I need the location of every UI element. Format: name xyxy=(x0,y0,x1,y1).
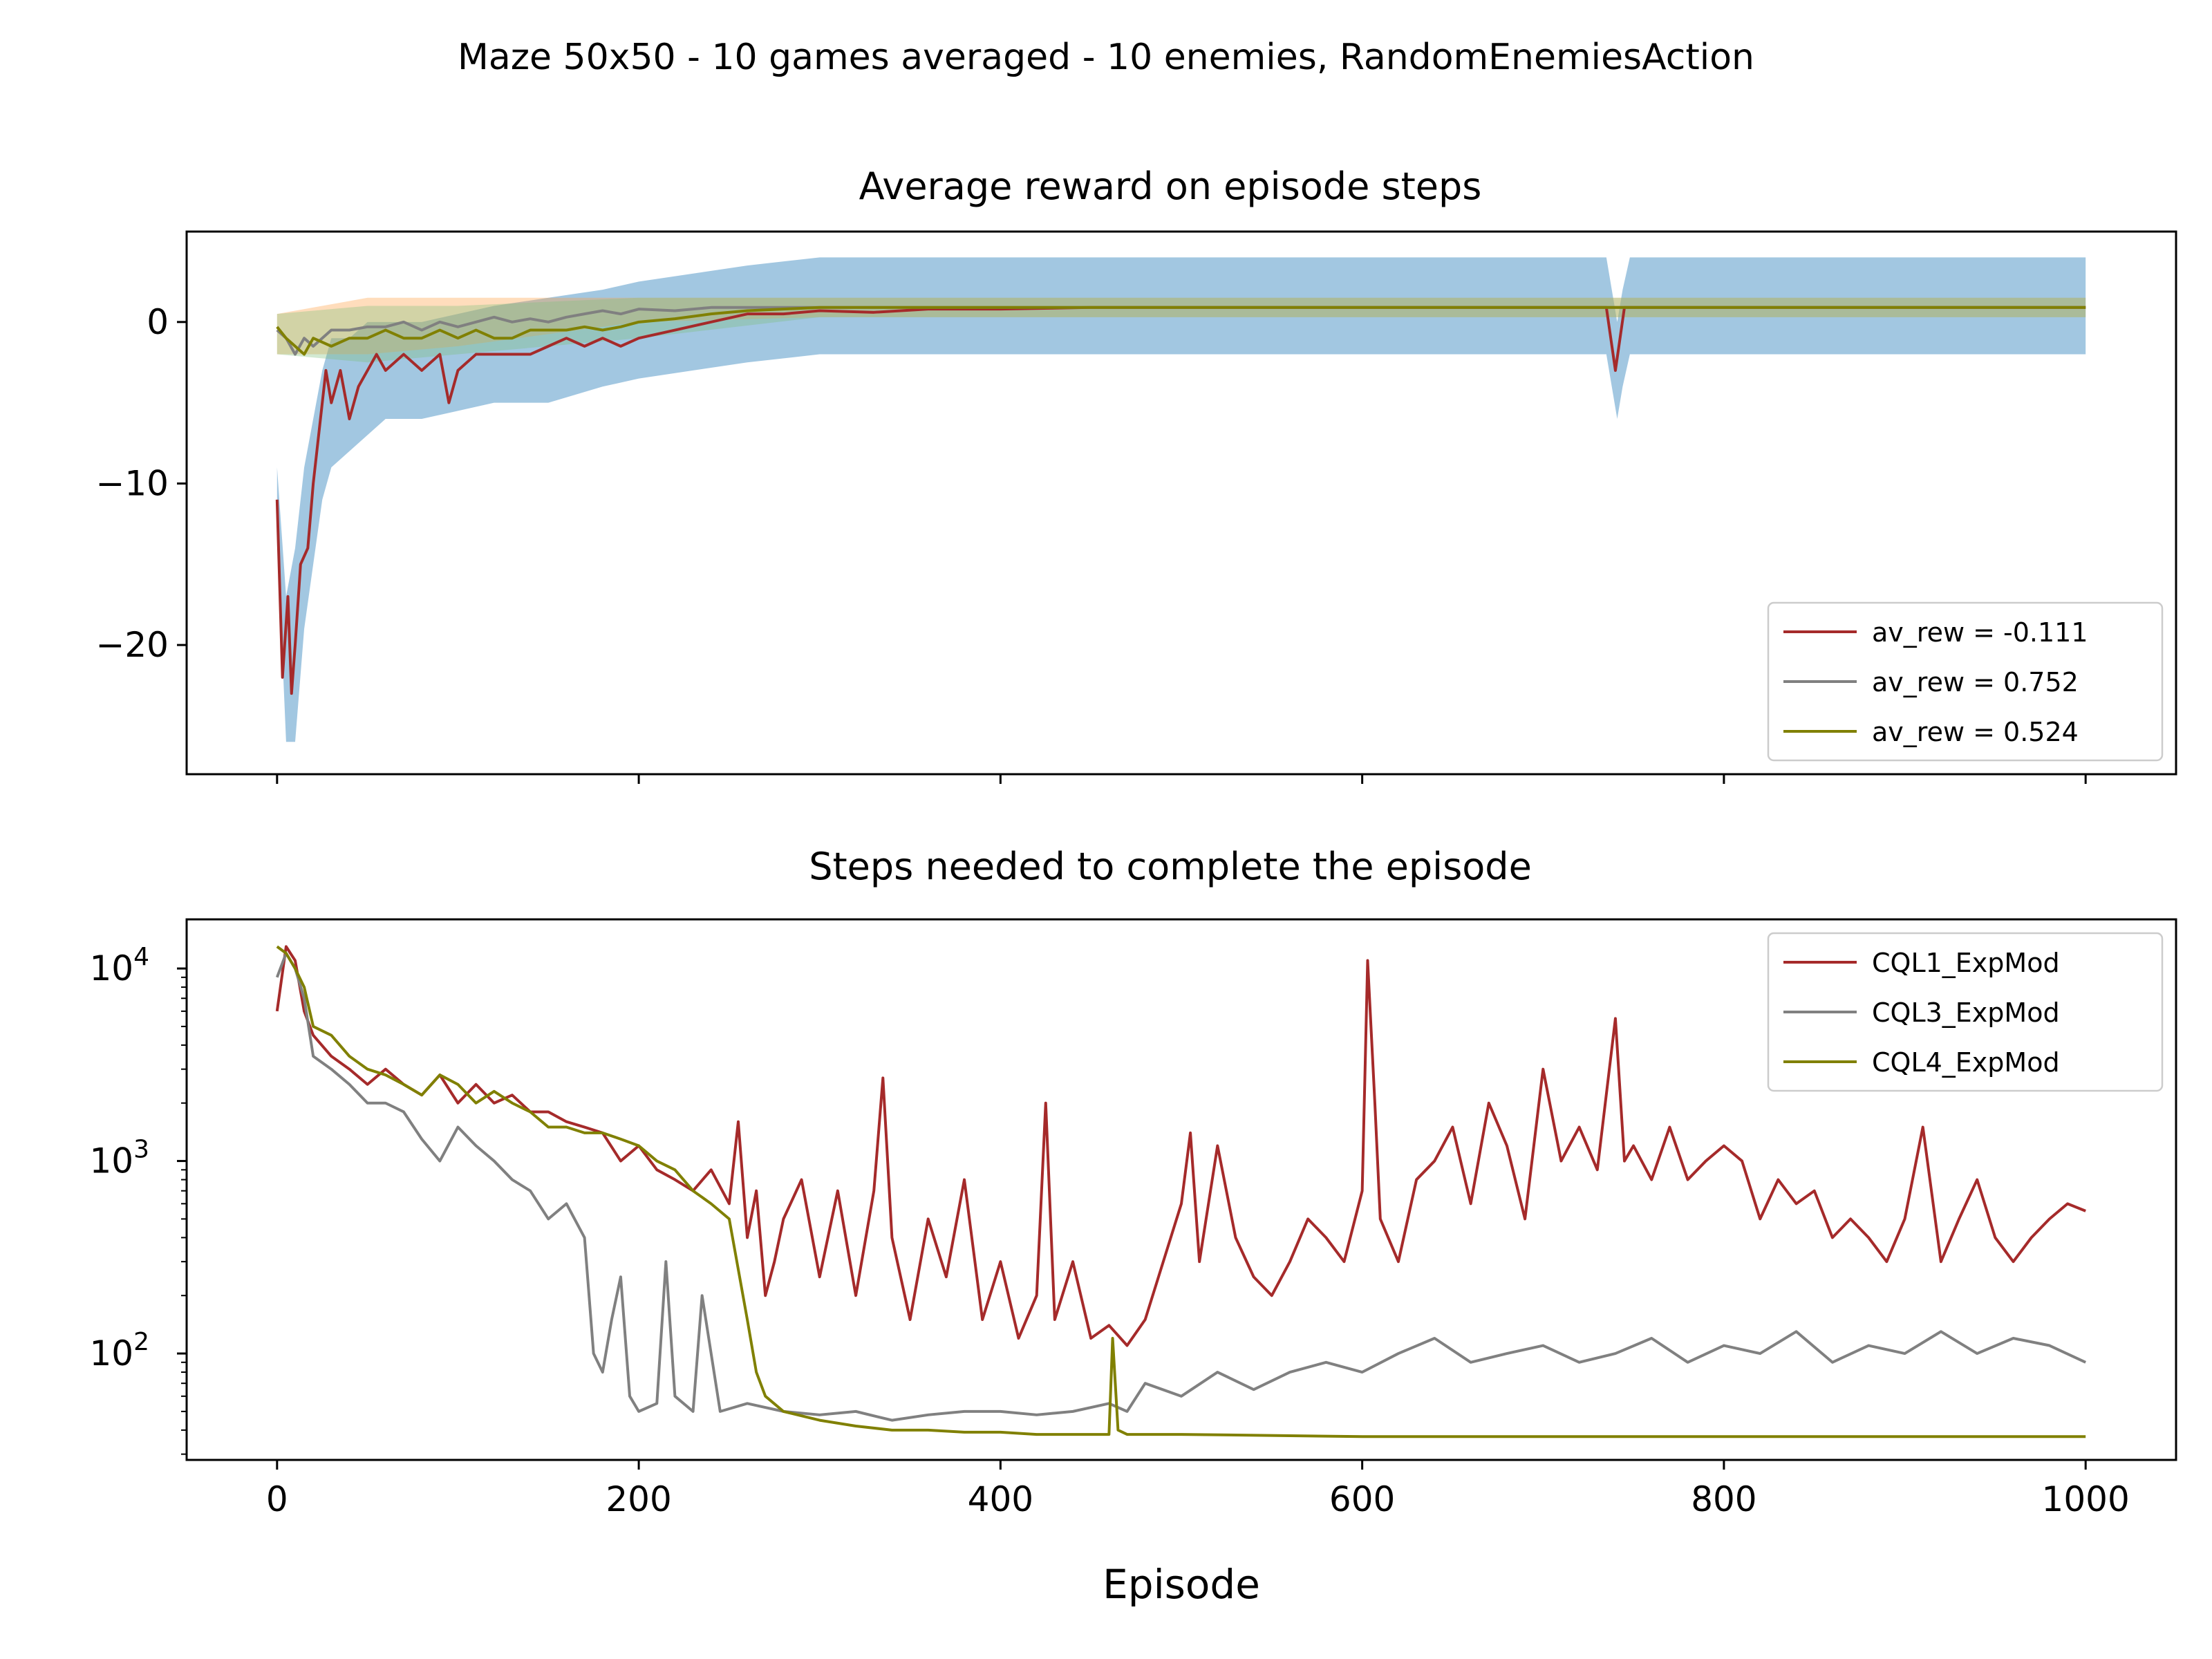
steps-axes-frame xyxy=(185,918,2177,1461)
reward-axes-frame xyxy=(185,230,2177,776)
reward-panel: Average reward on episode steps 0−10−20 … xyxy=(95,165,2177,784)
legend-entry-cql3: CQL3_ExpMod xyxy=(1872,997,2060,1028)
reward-legend: av_rew = -0.111 av_rew = 0.752 av_rew = 0.… xyxy=(1767,601,2164,762)
series-line-cql4 xyxy=(276,306,2086,356)
steps-legend: CQL1_ExpMod CQL3_ExpMod CQL4_ExpMod xyxy=(1767,932,2164,1092)
reward-panel-title: Average reward on episode steps xyxy=(859,165,1482,208)
legend-entry-cql4: CQL4_ExpMod xyxy=(1872,1047,2060,1078)
x-axis-label: Episode xyxy=(1103,1561,1260,1608)
steps-panel-title: Steps needed to complete the episode xyxy=(809,845,1532,888)
y-tick-label: 104 xyxy=(89,943,149,988)
steps-panel: Steps needed to complete the episode 0 20… xyxy=(89,845,2177,1608)
figure-suptitle: Maze 50x50 - 10 games averaged - 10 enem… xyxy=(458,37,1754,78)
steps-plot-area xyxy=(275,945,2087,1438)
legend-box xyxy=(1767,932,2164,1092)
x-tick-label: 1000 xyxy=(2042,1479,2130,1519)
y-tick-label: −10 xyxy=(95,463,169,503)
y-tick-label: 102 xyxy=(89,1328,149,1374)
x-tick-label: 200 xyxy=(606,1479,671,1519)
steps-axes: 0 200 400 600 800 1000 102 103 104 xyxy=(89,943,2129,1519)
x-tick-label: 400 xyxy=(968,1479,1033,1519)
band-cql4 xyxy=(276,297,2086,363)
y-tick-label: 0 xyxy=(147,302,169,342)
reward-plot-area xyxy=(275,257,2086,742)
x-tick-label: 0 xyxy=(266,1479,288,1519)
legend-entry-cql4: av_rew = 0.524 xyxy=(1872,717,2079,747)
x-tick-label: 600 xyxy=(1329,1479,1395,1519)
legend-entry-cql1: CQL1_ExpMod xyxy=(1872,948,2060,978)
legend-entry-cql3: av_rew = 0.752 xyxy=(1872,667,2079,697)
y-tick-label: −20 xyxy=(95,625,169,665)
series-line-cql1 xyxy=(275,945,2086,1347)
x-tick-label: 800 xyxy=(1691,1479,1756,1519)
y-tick-label: 103 xyxy=(89,1136,149,1181)
legend-box xyxy=(1767,601,2164,762)
series-line-cql3 xyxy=(275,952,2087,1422)
series-line-cql4 xyxy=(276,945,2086,1438)
legend-entry-cql1: av_rew = -0.111 xyxy=(1872,617,2088,648)
band-cql1 xyxy=(276,257,2086,742)
reward-axes: 0 −10 −20 xyxy=(95,302,2087,784)
